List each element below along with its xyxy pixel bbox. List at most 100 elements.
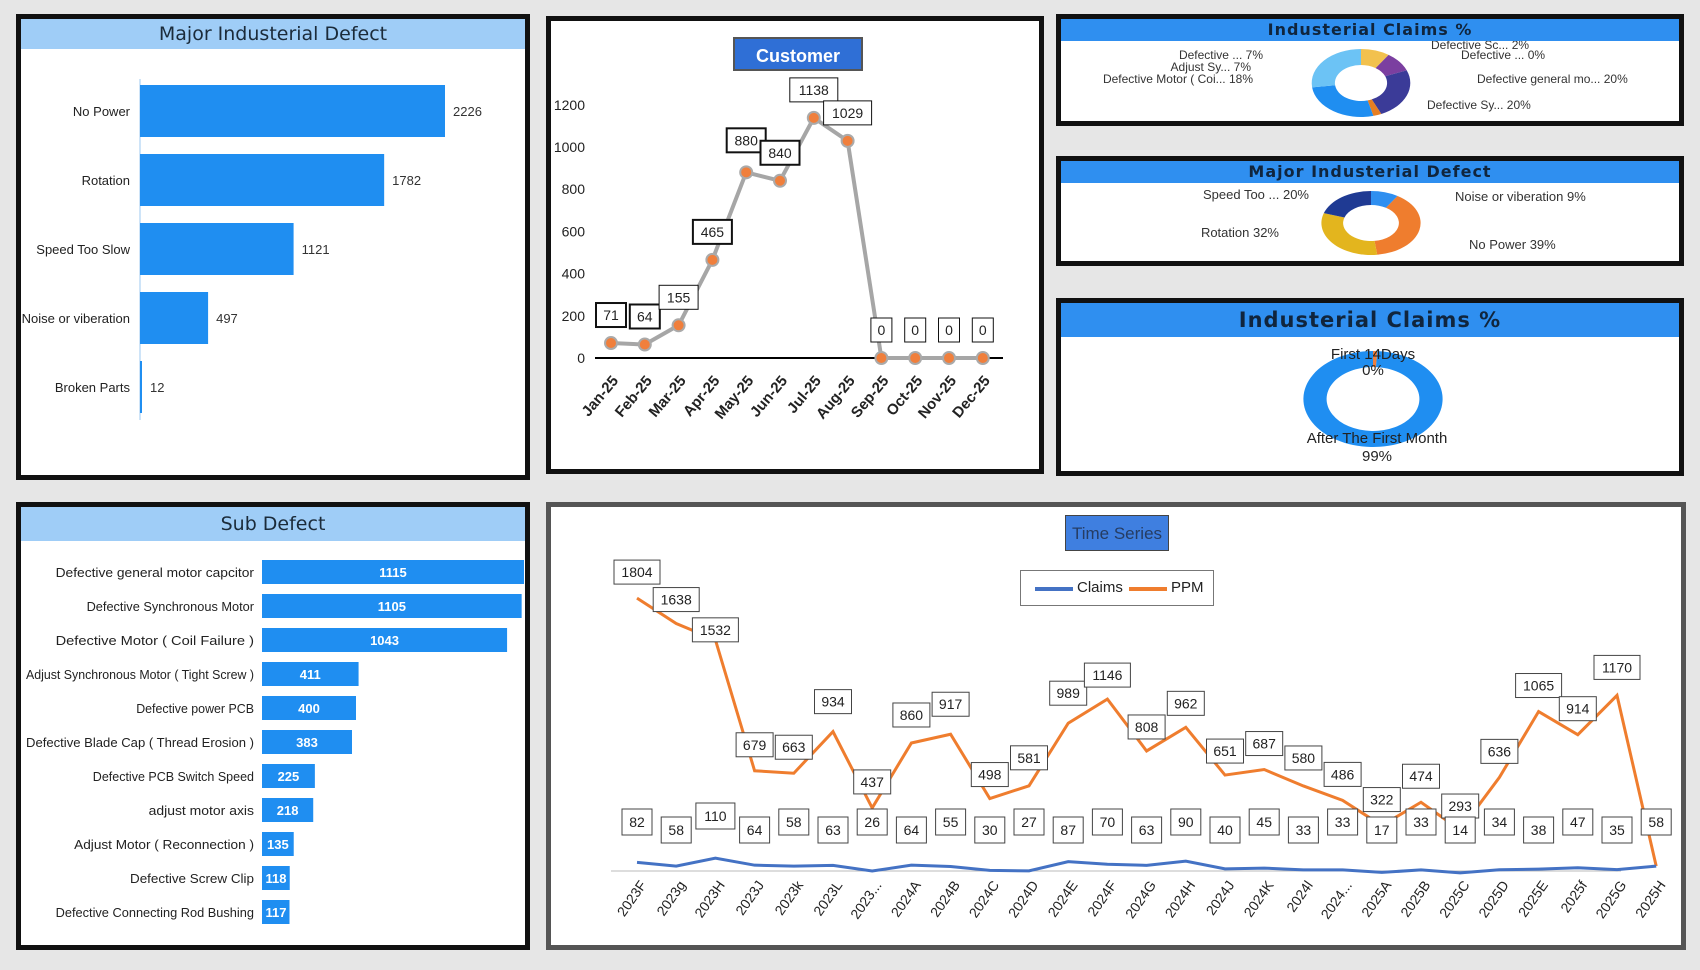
ts-ppm-label-box [1323,761,1362,787]
ts-claims-label: 33 [1296,822,1312,838]
major-defect-pie-title: Major Industerial Defect [1061,161,1679,183]
ts-claims-label: 90 [1178,814,1194,830]
ppm-data-label: 840 [768,145,792,161]
ts-claims-label: 70 [1100,814,1116,830]
ts-x-tick-label: 2024J [1202,878,1237,918]
sub-bar-category-label: Defective PCB Switch Speed [93,769,254,784]
ts-claims-label: 58 [668,822,684,838]
ts-ppm-label-box [1049,680,1088,706]
bar-value-label: 12 [150,380,164,395]
sub-bar-category-label: Defective Connecting Rod Bushing [56,905,254,920]
ts-claims-label: 45 [1256,814,1272,830]
sub-bar-category-label: adjust motor axis [149,803,255,818]
claims-pct-large-panel: Industerial Claims % First 14Days 0% After… [1056,298,1684,476]
ppm-point [806,110,821,125]
major-defect-bar-panel: Major Industerial Defect No Power 2226 Rot… [16,14,530,480]
legend-claims-label: Claims [1077,579,1123,596]
ts-x-tick-label: 2024B [927,878,963,920]
ts-ppm-label-box [1166,690,1205,716]
ts-claims-label-box [1444,816,1476,844]
ppm-x-tick-label: Dec-25 [949,373,994,422]
ts-claims-label: 35 [1609,822,1625,838]
ts-ppm-label-box [1480,738,1519,764]
ts-ppm-label: 914 [1566,701,1590,717]
ts-claims-label: 38 [1531,822,1547,838]
sub-defect-panel: Sub Defect Defective general motor capci… [16,502,530,950]
ppm-y-tick-label: 1200 [554,97,585,113]
ts-x-tick-label: 2024E [1044,878,1080,920]
major-pie-slice [1321,213,1378,255]
sub-bar [262,730,352,754]
sub-bar-category-label: Defective Screw Clip [130,871,254,886]
ts-x-tick-label: 2025E [1515,878,1551,920]
claims-small-slice [1367,99,1382,116]
ts-ppm-label-box [1206,738,1244,764]
customer-ppm-chart: 0 200 400 600 800 1000 1200 71 64 155 465 880 840 113… [554,77,1003,423]
ts-ppm-label-box [1245,731,1284,757]
ppm-x-tick-label: Mar-25 [646,373,690,421]
claims-small-label: Adjust Sy... 7% [1171,60,1252,74]
bar [140,361,142,413]
ts-claims-label-box [1131,816,1163,844]
sub-bar-value-label: 118 [266,871,287,886]
ts-ppm-label: 581 [1017,750,1041,766]
ts-claims-label-box [660,816,692,844]
ts-x-tick-label: 2023g [653,878,688,919]
sub-bar-value-label: 411 [300,667,321,682]
ppm-data-label: 71 [603,307,619,323]
legend-claims-swatch [1035,587,1073,591]
ts-ppm-label: 808 [1135,719,1159,735]
ts-claims-label-box [778,808,810,836]
ts-claims-label-box [1052,816,1084,844]
ppm-data-label: 1138 [799,82,829,98]
sub-bar-value-label: 1043 [370,633,399,648]
time-series-title: Time Series [1065,515,1169,551]
ts-ppm-label: 498 [978,767,1002,783]
customer-ppm-title: Customer PPM [733,37,863,100]
bar-category-label: Broken Parts [55,380,131,395]
ts-claims-label-box [1523,816,1555,844]
time-series-panel: Time Series Claims PPM 1804 1638 1532 679 66… [546,502,1686,950]
ts-ppm-label-box [774,734,813,760]
ppm-data-label-box [658,284,699,310]
claims-large-pct: 0% [1362,362,1384,379]
ts-x-tick-label: 2023k [771,877,807,918]
ts-ppm-label: 934 [821,694,845,710]
bar-value-label: 497 [216,311,238,326]
sub-bar [262,798,314,822]
ts-claims-label: 63 [825,822,841,838]
ppm-data-label: 0 [878,322,886,338]
ts-ppm-label: 474 [1409,768,1433,784]
ts-x-tick-label: 2025C [1436,878,1473,921]
ts-claims-label: 40 [1217,822,1233,838]
major-pie-label: Noise or viberation 9% [1455,189,1586,204]
claims-pct-small-chart: Defective ... 7%Adjust Sy... 7% Defective… [1103,41,1628,117]
claims-large-donut [1303,351,1443,447]
bar [140,292,209,344]
ts-claims-label: 33 [1413,814,1429,830]
customer-ppm-panel: Customer PPM 0 200 400 600 800 1000 1200 71 64 15… [546,16,1044,474]
claims-small-slice [1361,49,1389,69]
ts-x-tick-label: 2024C [965,878,1002,921]
ppm-point [840,133,855,148]
time-series-legend: Claims PPM [1020,570,1214,606]
ts-ppm-label-box [1558,696,1597,722]
ts-ppm-label-box [1362,787,1401,813]
ts-ppm-label-box [931,691,970,717]
ts-ppm-label: 679 [743,737,767,753]
ppm-point [705,252,720,267]
ts-ppm-label-box [652,587,700,613]
ts-ppm-label: 1065 [1523,678,1554,694]
sub-bar-value-label: 135 [267,837,289,852]
ts-ppm-label-box [814,689,852,715]
ts-ppm-label: 651 [1213,743,1237,759]
ppm-data-label-box [938,317,960,343]
claims-small-label: Defective general mo... 20% [1477,72,1628,86]
ppm-y-tick-label: 400 [562,266,586,282]
major-pie-label: No Power 39% [1469,237,1556,252]
major-defect-pie-panel: Major Industerial Defect Noise or vibera… [1056,156,1684,266]
claims-small-label: Defective ... 7% [1179,48,1263,62]
sub-bar-category-label: Defective Motor ( Coil Failure ) [56,633,254,648]
ts-ppm-label: 860 [900,707,924,723]
ts-ppm-label-box [970,762,1009,788]
